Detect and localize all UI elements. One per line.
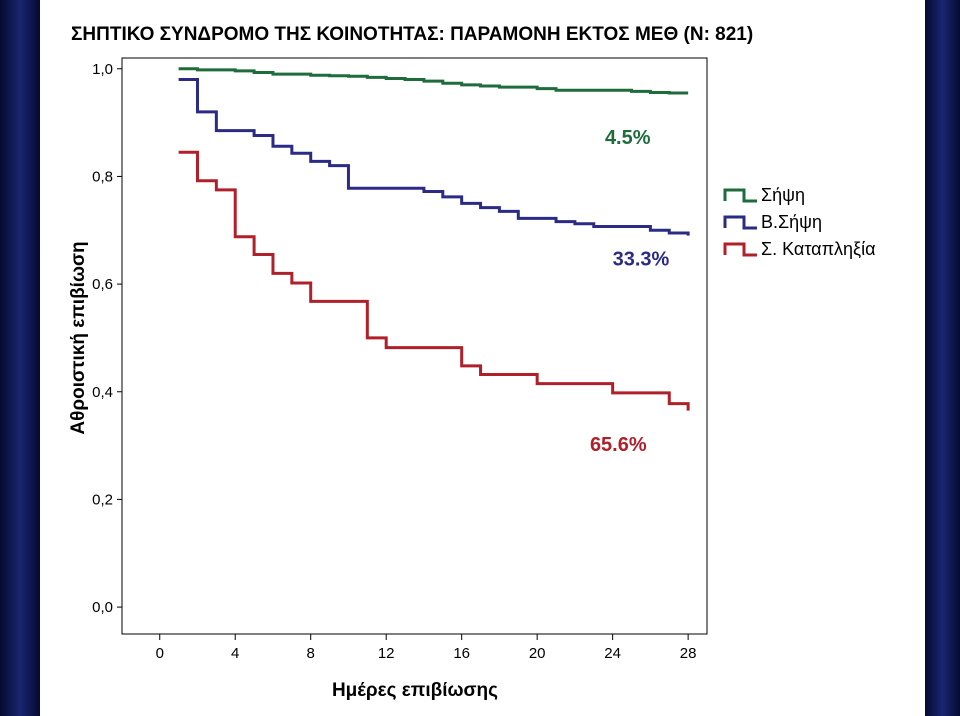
y-axis: 0,0 0,2 0,4 0,6 0,8 1,0 — [92, 61, 122, 616]
y-tick-label: 0,0 — [92, 599, 113, 616]
right-frame-bar — [925, 0, 960, 716]
y-axis-label: Αθροιστική επιβίωση — [68, 241, 89, 434]
plot-frame — [121, 57, 708, 635]
series-lines — [178, 67, 690, 411]
x-axis: 0 4 8 12 16 20 24 28 — [156, 634, 697, 662]
legend-entry: Β.Σήψη — [761, 212, 822, 232]
survival-chart: ΣΗΠΤΙΚΟ ΣΥΝΔΡΟΜΟ ΤΗΣ ΚΟΙΝΟΤΗΤΑΣ: ΠΑΡΑΜΟΝ… — [68, 24, 875, 701]
x-tick-label: 24 — [604, 645, 621, 662]
slide: ΣΗΠΤΙΚΟ ΣΥΝΔΡΟΜΟ ΤΗΣ ΚΟΙΝΟΤΗΤΑΣ: ΠΑΡΑΜΟΝ… — [40, 0, 925, 716]
x-tick-label: 4 — [231, 645, 239, 662]
x-tick-label: 8 — [307, 645, 315, 662]
series-line — [178, 67, 689, 95]
y-tick-label: 0,4 — [92, 384, 113, 401]
left-frame-bar — [0, 0, 40, 716]
y-tick-label: 0,2 — [92, 491, 113, 508]
legend-entry: Σ. Καταπληξία — [761, 239, 875, 259]
annotations: 4.5% 33.3% 65.6% — [590, 127, 670, 456]
series-line — [178, 150, 690, 411]
series-annotation: 33.3% — [613, 248, 670, 270]
legend-swatch — [723, 215, 757, 230]
x-tick-label: 0 — [156, 645, 164, 662]
x-tick-label: 16 — [453, 645, 470, 662]
x-tick-label: 20 — [529, 645, 546, 662]
series-line — [178, 78, 690, 236]
x-tick-label: 12 — [378, 645, 395, 662]
legend-entry: Σήψη — [761, 185, 805, 205]
y-tick-label: 0,8 — [92, 168, 113, 185]
chart-title: ΣΗΠΤΙΚΟ ΣΥΝΔΡΟΜΟ ΤΗΣ ΚΟΙΝΟΤΗΤΑΣ: ΠΑΡΑΜΟΝ… — [71, 24, 753, 45]
x-axis-label: Ημέρες επιβίωσης — [332, 680, 498, 701]
series-annotation: 4.5% — [605, 127, 651, 149]
x-tick-label: 28 — [680, 645, 697, 662]
series-annotation: 65.6% — [590, 434, 647, 456]
legend: Σήψη Β.Σήψη Σ. Καταπληξία — [723, 185, 875, 259]
legend-swatch — [723, 188, 757, 203]
y-tick-label: 0,6 — [92, 276, 113, 293]
y-tick-label: 1,0 — [92, 61, 113, 78]
legend-swatch — [723, 242, 757, 257]
